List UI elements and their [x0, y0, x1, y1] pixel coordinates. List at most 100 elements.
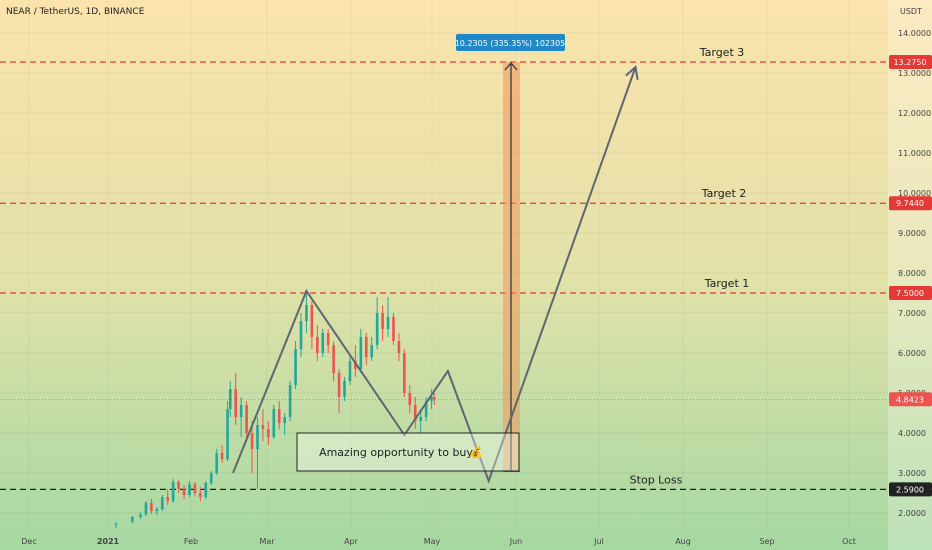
- level-name: Stop Loss: [630, 473, 683, 486]
- annotation-box: [296, 432, 520, 472]
- candle-body: [332, 345, 335, 373]
- candle-body: [343, 381, 346, 397]
- candle-body: [408, 393, 412, 405]
- candle-body: [228, 389, 232, 409]
- candle-body: [375, 313, 379, 345]
- candle-body: [182, 489, 186, 495]
- level-name: Target 1: [704, 277, 750, 290]
- projection-arrowhead: [625, 65, 639, 80]
- candle-body: [239, 405, 243, 417]
- candle-body: [166, 497, 170, 501]
- candle-body: [299, 321, 303, 349]
- x-tick-label: Oct: [842, 537, 856, 546]
- candle-body: [283, 417, 286, 423]
- candle-body: [139, 514, 142, 517]
- time-axis[interactable]: Dec 2021 Feb Mar Apr May Jun Jul Aug Sep Oct: [21, 537, 856, 546]
- x-tick-label: Feb: [184, 537, 198, 546]
- projection-path: [232, 65, 639, 484]
- y-tick-label: 3.0000: [898, 469, 926, 478]
- y-tick-label: 8.0000: [898, 269, 926, 278]
- price-axis[interactable]: 2.00003.00004.00005.00006.00007.00008.00…: [888, 0, 932, 550]
- measure-label-box: [456, 34, 565, 51]
- candle-body: [305, 305, 308, 321]
- candle-body: [267, 429, 270, 437]
- candles: [114, 293, 436, 529]
- candle-body: [381, 313, 384, 329]
- candle-body: [261, 425, 265, 429]
- measure-arrowhead: [504, 61, 518, 71]
- level-name: Target 3: [699, 46, 745, 59]
- candle-body: [155, 509, 159, 511]
- x-tick-label: Dec: [21, 537, 36, 546]
- y-tick-label: 13.0000: [898, 69, 931, 78]
- y-tick-label: 12.0000: [898, 109, 931, 118]
- candle-body: [321, 333, 325, 353]
- candle-body: [144, 503, 148, 515]
- candle-body: [114, 523, 118, 525]
- y-tick-label: 6.0000: [898, 349, 926, 358]
- candle-body: [419, 417, 422, 421]
- x-tick-label: May: [424, 537, 441, 546]
- candle-body: [348, 361, 352, 381]
- candle-body: [337, 373, 341, 397]
- candle-body: [160, 497, 164, 509]
- level-price-label: 7.5000: [896, 289, 924, 298]
- symbol-title: NEAR / TetherUS, 1D, BINANCE: [6, 7, 145, 17]
- candle-body: [370, 345, 374, 357]
- measure-label: 10.2305 (335.35%) 102305: [455, 39, 566, 48]
- x-tick-label: Aug: [675, 537, 691, 546]
- candle-body: [432, 397, 436, 400]
- y-tick-label: 14.0000: [898, 29, 931, 38]
- candle-body: [171, 481, 175, 501]
- candle-body: [397, 341, 401, 353]
- annotation-text: Amazing opportunity to buy: [319, 446, 473, 459]
- measure-tool: 10.2305 (335.35%) 102305: [455, 34, 566, 472]
- candle-body: [250, 433, 254, 449]
- x-tick-label: 2021: [97, 537, 120, 546]
- candle-body: [215, 453, 218, 473]
- candle-body: [354, 361, 357, 369]
- price-axis-panel: [888, 0, 932, 550]
- level-price-tag: [889, 482, 932, 497]
- candle-body: [256, 425, 259, 449]
- candle-body: [193, 484, 197, 493]
- candle-body: [430, 397, 433, 401]
- candle-body: [424, 401, 428, 417]
- candle-body: [392, 317, 395, 341]
- y-tick-label: 2.0000: [898, 509, 926, 518]
- y-tick-label: 4.0000: [898, 429, 926, 438]
- x-tick-label: Jul: [593, 537, 604, 546]
- level-price-tag: [889, 196, 932, 211]
- candle-body: [131, 517, 134, 522]
- candle-body: [310, 305, 314, 337]
- level-price-label: 13.2750: [893, 58, 926, 67]
- y-tick-label: 9.0000: [898, 229, 926, 238]
- candle-body: [234, 389, 238, 417]
- candle-body: [359, 337, 363, 369]
- money-bag-icon: 💰: [469, 446, 483, 459]
- y-tick-label: 10.0000: [898, 189, 931, 198]
- projection-line: [232, 66, 637, 484]
- candle-body: [288, 385, 292, 417]
- x-tick-label: Sep: [759, 537, 774, 546]
- level-price-tag: [889, 55, 932, 69]
- candle-body: [277, 409, 281, 423]
- current-price-label: 4.8423: [896, 395, 924, 404]
- level-name: Target 2: [701, 187, 747, 200]
- level-price-label: 2.5900: [896, 485, 924, 494]
- x-tick-label: Jun: [509, 537, 523, 546]
- candle-body: [272, 409, 276, 437]
- candle-body: [226, 409, 229, 459]
- x-tick-label: Mar: [259, 537, 275, 546]
- candle-body: [364, 337, 368, 357]
- candle-body: [316, 337, 319, 353]
- candle-body: [245, 405, 248, 433]
- candle-body: [326, 333, 330, 345]
- candle-body: [413, 405, 417, 421]
- candle-body: [386, 317, 390, 329]
- x-tick-label: Apr: [344, 537, 359, 546]
- candle-body: [188, 484, 191, 495]
